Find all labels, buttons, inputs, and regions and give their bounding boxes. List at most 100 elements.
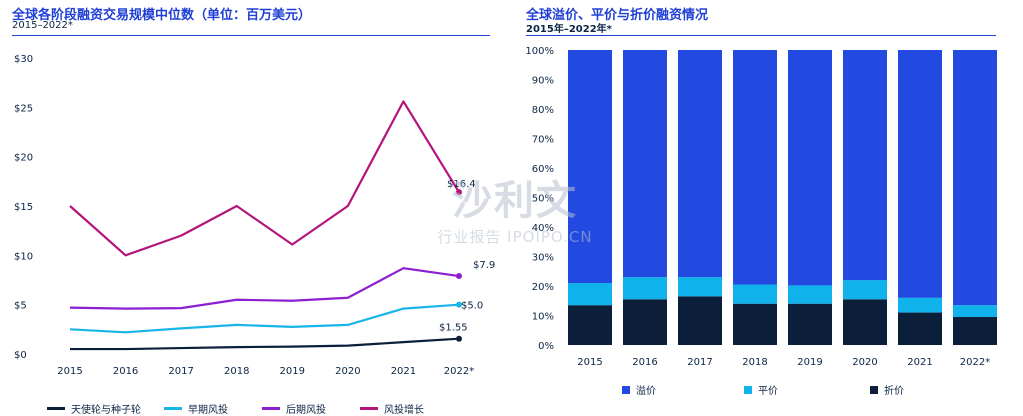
bar-segment — [898, 50, 942, 298]
y-tick-label: $25 — [14, 103, 33, 114]
y-tick-label: 10% — [532, 312, 554, 323]
bar-segment — [733, 303, 777, 345]
legend-swatch — [870, 385, 878, 394]
legend-label: 早期风投 — [188, 405, 228, 416]
legend-swatch — [262, 407, 280, 410]
series-end-label: $7.9 — [473, 260, 495, 271]
bar-segment — [623, 277, 667, 300]
x-tick-label: 2017 — [168, 366, 193, 377]
bar-segment — [788, 50, 832, 286]
y-tick-label: 100% — [525, 46, 554, 57]
bar-segment — [568, 50, 612, 284]
bar-segment — [623, 299, 667, 345]
legend-swatch — [47, 407, 65, 410]
x-tick-label: 2022* — [444, 366, 474, 377]
bar-segment — [953, 305, 997, 317]
line-chart: $0 $5 $10 $15 $20 $25 $30 2015 2016 2017 2018 2019 2… — [14, 54, 495, 377]
y-tick-label: 20% — [532, 282, 554, 293]
y-tick-label: 80% — [532, 105, 554, 116]
legend-label: 天使轮与种子轮 — [71, 405, 141, 416]
bar-segment — [788, 303, 832, 345]
bar-segment — [568, 305, 612, 345]
legend-item: 平价 — [744, 382, 778, 397]
x-tick-label: 2017 — [687, 357, 712, 368]
series-end-label: $16.4 — [447, 179, 476, 190]
y-tick-label: 40% — [532, 223, 554, 234]
series-end-point — [456, 189, 462, 196]
bar-segment — [843, 299, 887, 345]
bar-segment — [733, 50, 777, 285]
series-end-label: $1.55 — [439, 323, 468, 334]
x-tick-label: 2021 — [907, 357, 932, 368]
bar-segment — [568, 283, 612, 306]
left-title-rule — [12, 35, 490, 36]
x-tick-label: 2020 — [852, 357, 877, 368]
bar-segment — [843, 280, 887, 300]
x-tick-label: 2022* — [960, 357, 990, 368]
legend-label: 风投增长 — [384, 405, 424, 416]
bar-segment — [788, 285, 832, 304]
legend-swatch — [744, 385, 752, 394]
x-tick-label: 2015 — [57, 366, 82, 377]
right-title-rule — [526, 35, 996, 36]
x-tick-label: 2015 — [577, 357, 602, 368]
x-tick-label: 2021 — [391, 366, 416, 377]
left-chart-subtitle: 2015–2022* — [12, 20, 73, 31]
x-tick-label: 2016 — [632, 357, 657, 368]
x-tick-label: 2019 — [797, 357, 822, 368]
y-tick-label: $5 — [14, 301, 27, 312]
y-tick-label: $0 — [14, 350, 27, 361]
legend-item: 后期风投 — [262, 401, 326, 416]
legend-label: 平价 — [758, 386, 778, 397]
legend-label: 后期风投 — [286, 405, 326, 416]
x-tick-label: 2018 — [224, 366, 249, 377]
legend-item: 早期风投 — [164, 401, 228, 416]
legend-item: 天使轮与种子轮 — [47, 401, 141, 416]
series-line — [69, 100, 460, 257]
series-end-point — [456, 273, 462, 280]
x-tick-label: 2019 — [280, 366, 305, 377]
y-tick-label: 60% — [532, 164, 554, 175]
legend-item: 溢价 — [622, 382, 656, 397]
legend-swatch — [360, 407, 378, 410]
legend-swatch — [164, 407, 182, 410]
y-tick-label: $30 — [14, 54, 33, 65]
y-tick-label: 70% — [532, 135, 554, 146]
bar-segment — [678, 277, 722, 297]
y-tick-label: $15 — [14, 202, 33, 213]
right-chart-subtitle: 2015年–2022年* — [526, 24, 612, 35]
series-end-point — [456, 335, 462, 342]
left-chart-title: 全球各阶段融资交易规模中位数（单位：百万美元） — [12, 8, 312, 23]
right-chart-title: 全球溢价、平价与折价融资情况 — [526, 8, 709, 23]
y-tick-label: 30% — [532, 253, 554, 264]
legend-item: 折价 — [870, 382, 904, 397]
right-chart-panel: 全球溢价、平价与折价融资情况 2015年–2022年* 0% 10% 20% 30% 4… — [520, 0, 1020, 416]
bar-segment — [843, 50, 887, 281]
bar-segment — [953, 316, 997, 345]
bar-segment — [678, 296, 722, 345]
bar-segment — [953, 50, 997, 306]
bar-segment — [678, 50, 722, 278]
bar-segment — [733, 284, 777, 304]
series-end-point — [456, 301, 462, 308]
legend-item: 风投增长 — [360, 401, 424, 416]
bar-segment — [898, 312, 942, 345]
x-tick-label: 2016 — [113, 366, 138, 377]
x-tick-label: 2020 — [335, 366, 360, 377]
stacked-bar-chart: 0% 10% 20% 30% 40% 50% 60% 70% 80% 90% 100% 2015 201… — [525, 46, 997, 368]
y-tick-label: $10 — [14, 251, 33, 262]
x-tick-label: 2018 — [742, 357, 767, 368]
legend-swatch — [622, 385, 630, 394]
bar-segment — [898, 297, 942, 313]
y-tick-label: 90% — [532, 76, 554, 87]
y-tick-label: $20 — [14, 153, 33, 164]
series-line — [70, 337, 460, 351]
legend-label: 折价 — [884, 386, 904, 397]
y-tick-label: 0% — [538, 341, 554, 352]
y-tick-label: 50% — [532, 194, 554, 205]
series-line — [69, 267, 460, 310]
legend-label: 溢价 — [636, 386, 656, 397]
left-chart-panel: 全球各阶段融资交易规模中位数（单位：百万美元） 2015–2022* $0 $5 $… — [0, 0, 500, 416]
series-line — [69, 303, 460, 334]
series-end-label: $5.0 — [461, 301, 483, 312]
